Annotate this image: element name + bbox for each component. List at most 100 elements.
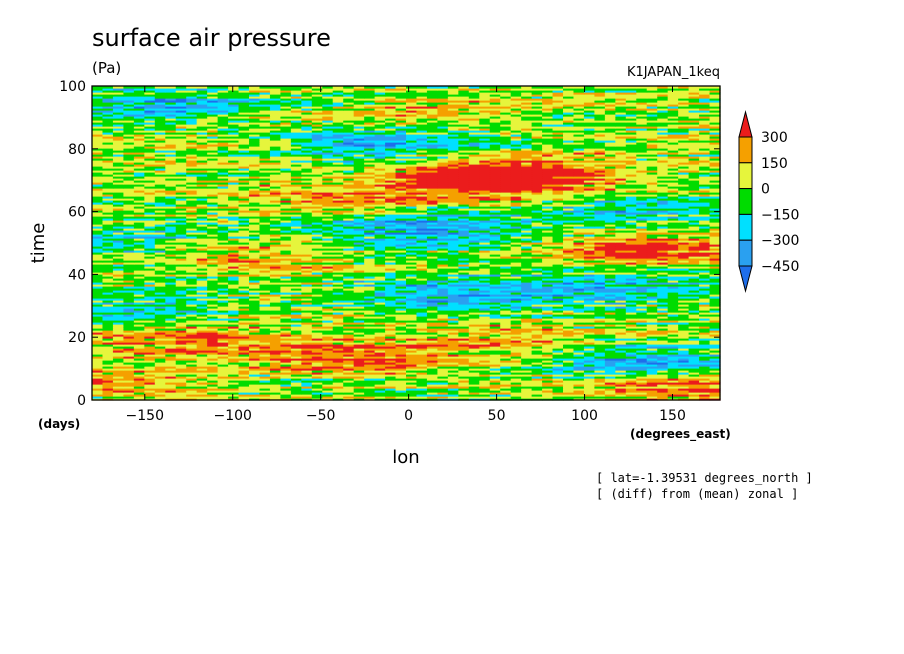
heatmap-cell [154, 354, 166, 357]
heatmap-cell [175, 318, 187, 321]
heatmap-cell [154, 396, 166, 399]
heatmap-cell [531, 286, 543, 289]
heatmap-cell [364, 350, 376, 353]
heatmap-cell [112, 382, 124, 385]
heatmap-cell [636, 334, 648, 337]
heatmap-cell [249, 358, 261, 361]
heatmap-cell [269, 368, 281, 371]
heatmap-cell [678, 386, 690, 389]
heatmap-cell [311, 356, 323, 359]
heatmap-cell [615, 238, 627, 241]
heatmap-cell [489, 338, 501, 341]
heatmap-cell [573, 362, 585, 365]
heatmap-cell [385, 246, 397, 249]
heatmap-cell [175, 260, 187, 263]
heatmap-cell [437, 396, 449, 399]
heatmap-cell [604, 384, 616, 387]
heatmap-cell [521, 252, 533, 255]
heatmap-cell [228, 268, 240, 271]
heatmap-cell [374, 378, 386, 381]
heatmap-cell [657, 234, 669, 237]
heatmap-cell [458, 378, 470, 381]
heatmap-cell [521, 330, 533, 333]
heatmap-cell [573, 372, 585, 375]
heatmap-cell [332, 300, 344, 303]
heatmap-cell [563, 322, 575, 325]
heatmap-cell [510, 236, 522, 239]
heatmap-cell [542, 274, 554, 277]
heatmap-cell [238, 332, 250, 335]
heatmap-cell [573, 356, 585, 359]
heatmap-cell [531, 346, 543, 349]
heatmap-cell [531, 350, 543, 353]
heatmap-cell [259, 342, 271, 345]
heatmap-cell [678, 388, 690, 391]
heatmap-cell [447, 320, 459, 323]
heatmap-cell [343, 358, 355, 361]
heatmap-cell [615, 390, 627, 393]
heatmap-cell [615, 288, 627, 291]
heatmap-cell [479, 330, 491, 333]
heatmap-cell [500, 300, 512, 303]
heatmap-cell [165, 252, 177, 255]
heatmap-cell [353, 252, 365, 255]
heatmap-cell [290, 308, 302, 311]
heatmap-cell [92, 244, 104, 247]
heatmap-cell [521, 324, 533, 327]
heatmap-cell [667, 322, 679, 325]
heatmap-cell [374, 268, 386, 271]
heatmap-cell [699, 390, 711, 393]
heatmap-cell [636, 332, 648, 335]
heatmap-cell [280, 304, 292, 307]
heatmap-cell [552, 350, 564, 353]
heatmap-cell [144, 302, 156, 305]
heatmap-cell [290, 386, 302, 389]
heatmap-cell [144, 364, 156, 367]
heatmap-cell [228, 324, 240, 327]
heatmap-cell [657, 246, 669, 249]
heatmap-cell [489, 342, 501, 345]
heatmap-cell [531, 292, 543, 295]
heatmap-cell [604, 264, 616, 267]
heatmap-cell [636, 358, 648, 361]
heatmap-cell [657, 368, 669, 371]
heatmap-cell [165, 316, 177, 319]
heatmap-cell [542, 396, 554, 399]
heatmap-cell [500, 264, 512, 267]
heatmap-cell [249, 344, 261, 347]
heatmap-cell [395, 318, 407, 321]
heatmap-cell [228, 320, 240, 323]
heatmap-cell [249, 284, 261, 287]
heatmap-cell [186, 380, 198, 383]
heatmap-cell [583, 392, 595, 395]
heatmap-cell [217, 312, 229, 315]
heatmap-cell [447, 326, 459, 329]
heatmap-cell [301, 244, 313, 247]
heatmap-cell [301, 380, 313, 383]
heatmap-cell [364, 364, 376, 367]
heatmap-cell [217, 294, 229, 297]
heatmap-cell [332, 326, 344, 329]
heatmap-cell [625, 294, 637, 297]
heatmap-cell [165, 366, 177, 369]
heatmap-cell [552, 236, 564, 239]
heatmap-cell [447, 352, 459, 355]
heatmap-cell [123, 362, 135, 365]
heatmap-cell [615, 294, 627, 297]
heatmap-cell [301, 368, 313, 371]
heatmap-cell [437, 374, 449, 377]
heatmap-cell [353, 356, 365, 359]
heatmap-cell [594, 380, 606, 383]
heatmap-cell [249, 326, 261, 329]
heatmap-cell [364, 234, 376, 237]
heatmap-cell [688, 350, 700, 353]
heatmap-cell [458, 346, 470, 349]
heatmap-cell [217, 390, 229, 393]
heatmap-cell [353, 358, 365, 361]
heatmap-cell [332, 236, 344, 239]
heatmap-cell [217, 258, 229, 261]
heatmap-cell [343, 294, 355, 297]
heatmap-cell [500, 276, 512, 279]
heatmap-cell [249, 308, 261, 311]
heatmap-cell [133, 378, 145, 381]
